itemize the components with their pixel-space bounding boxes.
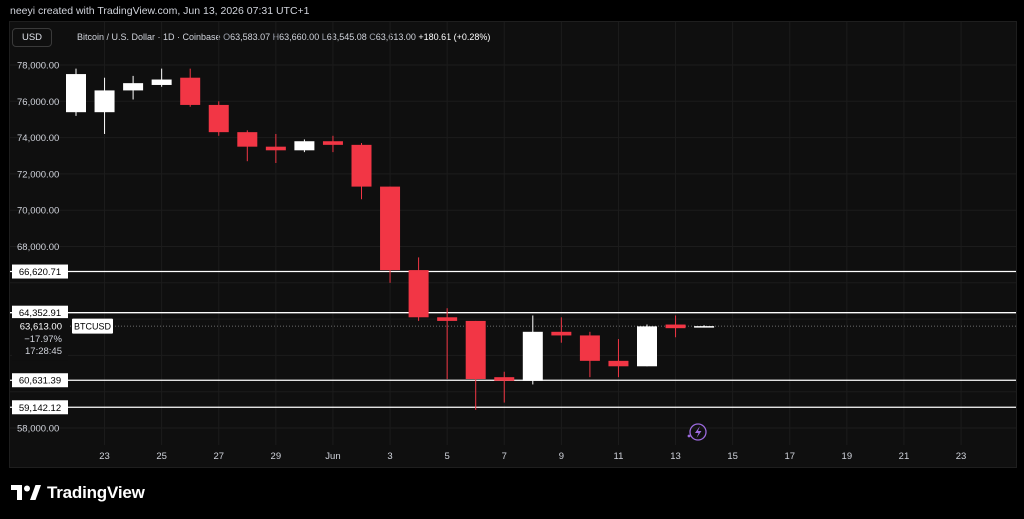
candle-body [380,186,401,271]
x-tick-label: Jun [325,451,340,462]
tradingview-logo-icon [11,485,41,500]
currency-button[interactable]: USD [12,28,52,47]
sparkle-icon [687,434,691,438]
last-price-countdown: 17:28:45 [25,346,62,357]
legend-title: Bitcoin / U.S. Dollar · 1D · Coinbase [77,32,221,42]
lightning-icon [689,423,707,441]
y-tick-label: 78,000.00 [17,61,59,72]
x-tick-label: 5 [445,451,450,462]
tradingview-brand-name: TradingView [47,483,145,502]
candle-body [465,320,486,379]
x-tick-label: 15 [727,451,738,462]
y-tick-label: 72,000.00 [17,169,59,180]
y-tick-label: 74,000.00 [17,133,59,144]
x-tick-label: 23 [99,451,110,462]
tradingview-logo: TradingView [11,483,145,503]
candle-body [494,377,515,381]
candle-body [351,144,372,187]
candle-body [151,79,172,85]
legend-close-label: C [369,32,376,42]
y-tick-label: 76,000.00 [17,97,59,108]
legend-open-label: O [223,32,231,42]
level-label-box [12,264,68,279]
x-tick-label: 23 [956,451,967,462]
legend-open-value: 63,583.07 [230,32,271,42]
x-tick-label: 3 [387,451,392,462]
level-label-box [12,400,68,415]
candle-body [322,141,343,145]
x-tick-label: 27 [213,451,224,462]
lightning-icon-bolt [695,426,702,438]
candle-body [437,317,458,321]
level-label: 64,352.91 [19,308,61,319]
symbol-tag-box [72,318,113,334]
candle-body [294,141,315,151]
legend-low-label: L [321,32,327,42]
x-tick-label: 11 [614,451,624,462]
x-tick-label: 9 [559,451,564,462]
candle-body [408,270,429,318]
candle-body [94,90,115,113]
y-tick-label: 70,000.00 [17,206,59,217]
last-price-change: −17.97% [24,334,62,345]
chart-panel[interactable] [9,21,1017,468]
last-price-value: 63,613.00 [20,322,62,333]
x-tick-label: 25 [156,451,167,462]
candle-body [665,324,686,329]
level-label: 59,142.12 [19,403,61,414]
candle-body [551,331,572,336]
legend-high-value: 63,660.00 [279,32,320,42]
legend-close-value: 63,613.00 [375,32,416,42]
legend-low-value: 63,545.08 [326,32,367,42]
candle-body [208,104,229,133]
x-tick-label: 7 [502,451,507,462]
candle-body [265,146,286,151]
ohlc-legend: Bitcoin / U.S. Dollar · 1D · Coinbase O6… [77,32,490,42]
candle-body [66,74,86,113]
level-label: 66,620.71 [19,267,61,278]
y-tick-label: 68,000.00 [17,242,59,253]
last-price-label-box [12,318,68,361]
attribution-text: neeyi created with TradingView.com, Jun … [10,5,310,17]
candle-body [522,331,543,381]
x-tick-label: 21 [899,451,910,462]
candle-body [637,326,657,367]
y-tick-label: 58,000.00 [17,424,59,435]
candle-body [123,83,144,91]
candle-body [694,326,715,328]
candle-body [180,77,201,105]
level-label: 60,631.39 [19,376,61,387]
x-tick-label: 29 [271,451,282,462]
level-label-box [12,305,68,320]
x-tick-label: 13 [670,451,681,462]
candle-body [579,335,600,361]
x-tick-label: 19 [842,451,853,462]
legend-change: +180.61 (+0.28%) [418,32,491,42]
candle-body [237,132,258,147]
x-tick-label: 17 [784,451,795,462]
symbol-tag: BTCUSD [74,322,112,332]
candle-body [608,360,629,367]
level-label-box [12,373,68,388]
